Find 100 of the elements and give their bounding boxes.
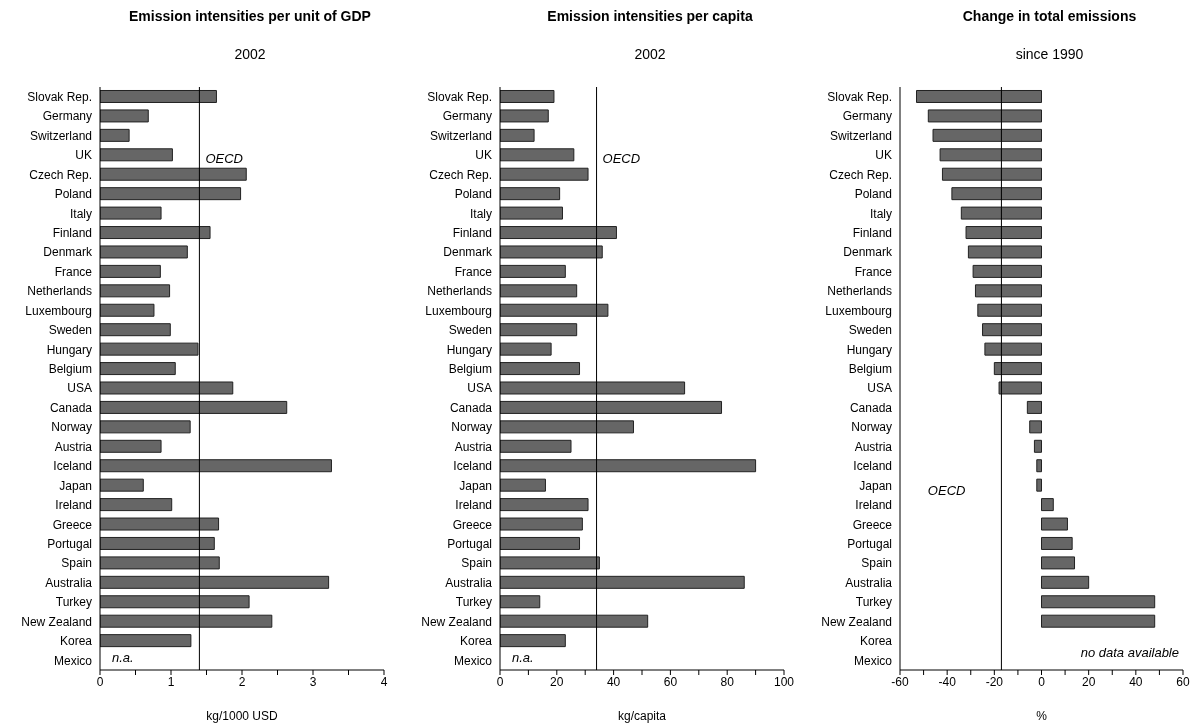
chart-title: Emission intensities per capita <box>546 8 754 24</box>
bar <box>972 264 1042 278</box>
x-tick-label: 40 <box>606 674 621 689</box>
y-tick-label: Czech Rep. <box>29 167 92 182</box>
bar <box>500 226 617 240</box>
y-tick-label: Korea <box>459 634 493 649</box>
x-tick-label: 0 <box>1038 674 1046 689</box>
bar <box>500 109 549 123</box>
bar <box>500 556 600 570</box>
y-tick-label: Mexico <box>53 653 93 668</box>
y-tick-label: Korea <box>59 634 93 649</box>
y-tick-label: Canada <box>849 400 893 415</box>
bar <box>932 128 1042 142</box>
bar <box>500 90 555 103</box>
bar <box>100 634 192 648</box>
bar <box>100 109 149 123</box>
bar <box>500 498 589 512</box>
y-tick-label: Sweden <box>48 323 92 338</box>
y-tick-label: Australia <box>845 575 893 590</box>
bar <box>100 478 144 492</box>
y-tick-label: New Zealand <box>421 614 492 629</box>
bar <box>100 323 171 337</box>
bar <box>500 264 566 278</box>
x-axis-title: % <box>1036 709 1048 723</box>
y-tick-label: Denmark <box>43 245 93 260</box>
bar <box>100 284 171 298</box>
x-tick-label: 20 <box>550 674 564 689</box>
bar <box>982 323 1042 337</box>
x-tick-label: -60 <box>891 674 909 689</box>
y-tick-label: Slovak Rep. <box>827 89 892 104</box>
bar <box>1041 575 1090 589</box>
y-tick-label: Ireland <box>55 498 92 513</box>
y-tick-label: Greece <box>52 517 93 532</box>
x-axis-title: kg/capita <box>617 709 667 723</box>
x-tick-label: 60 <box>1176 674 1190 689</box>
y-tick-label: Switzerland <box>829 128 892 143</box>
bar <box>500 400 723 414</box>
bar <box>500 381 686 395</box>
y-tick-label: UK <box>475 148 492 163</box>
y-tick-label: Ireland <box>455 498 492 513</box>
chart-subtitle: 2002 <box>233 46 267 62</box>
bar <box>100 303 155 317</box>
y-tick-label: Slovak Rep. <box>27 89 92 104</box>
y-tick-label: Turkey <box>55 595 92 610</box>
y-tick-label: USA <box>67 381 92 396</box>
bar <box>100 362 176 376</box>
bar <box>500 614 649 628</box>
y-tick-label: Austria <box>854 439 893 454</box>
y-tick-label: Switzerland <box>29 128 92 143</box>
y-tick-label: France <box>454 264 493 279</box>
y-tick-label: Norway <box>851 420 892 435</box>
x-tick-label: -20 <box>985 674 1004 689</box>
bar <box>100 245 188 259</box>
bar <box>500 187 561 201</box>
bar <box>984 342 1042 356</box>
y-tick-label: Belgium <box>448 362 492 377</box>
bar <box>1041 556 1076 570</box>
y-tick-label: France <box>54 264 93 279</box>
bar <box>977 303 1042 317</box>
y-tick-label: Spain <box>61 556 92 571</box>
y-tick-label: Finland <box>52 226 92 241</box>
y-tick-label: Czech Rep. <box>429 167 492 182</box>
bar <box>1041 614 1156 628</box>
y-tick-label: Australia <box>445 575 493 590</box>
bar <box>941 167 1042 181</box>
x-tick-label: 100 <box>773 674 795 689</box>
bar <box>500 362 581 376</box>
y-tick-label: Poland <box>54 187 92 202</box>
y-tick-label: New Zealand <box>821 614 892 629</box>
bar <box>100 556 220 570</box>
y-tick-label: Norway <box>51 420 92 435</box>
bar <box>100 187 242 201</box>
bar <box>500 167 589 181</box>
x-tick-label: -40 <box>938 674 957 689</box>
bar <box>100 167 247 181</box>
y-tick-label: Canada <box>49 400 93 415</box>
x-tick-label: 20 <box>1081 674 1096 689</box>
ref-line-label: OECD <box>205 150 243 166</box>
bar <box>1041 517 1068 531</box>
bar <box>927 109 1042 123</box>
y-tick-label: Finland <box>852 226 892 241</box>
bar <box>965 226 1042 240</box>
y-tick-label: Turkey <box>855 595 892 610</box>
bar <box>100 420 191 434</box>
bar <box>500 536 581 550</box>
bar <box>500 148 575 162</box>
y-tick-label: Luxembourg <box>425 303 492 318</box>
y-tick-label: Austria <box>54 439 93 454</box>
chart-subtitle: since 1990 <box>1014 46 1085 62</box>
bar <box>1029 420 1042 434</box>
y-tick-label: Ireland <box>855 498 892 513</box>
bar <box>100 575 330 589</box>
annotation: no data available <box>1080 645 1179 660</box>
y-tick-label: Austria <box>454 439 493 454</box>
bar <box>100 536 215 550</box>
chart-title: Emission intensities per unit of GDP <box>128 8 372 24</box>
y-tick-label: Luxembourg <box>25 303 92 318</box>
y-tick-label: Sweden <box>448 323 492 338</box>
bar <box>100 264 161 278</box>
y-tick-label: Germany <box>42 109 92 124</box>
